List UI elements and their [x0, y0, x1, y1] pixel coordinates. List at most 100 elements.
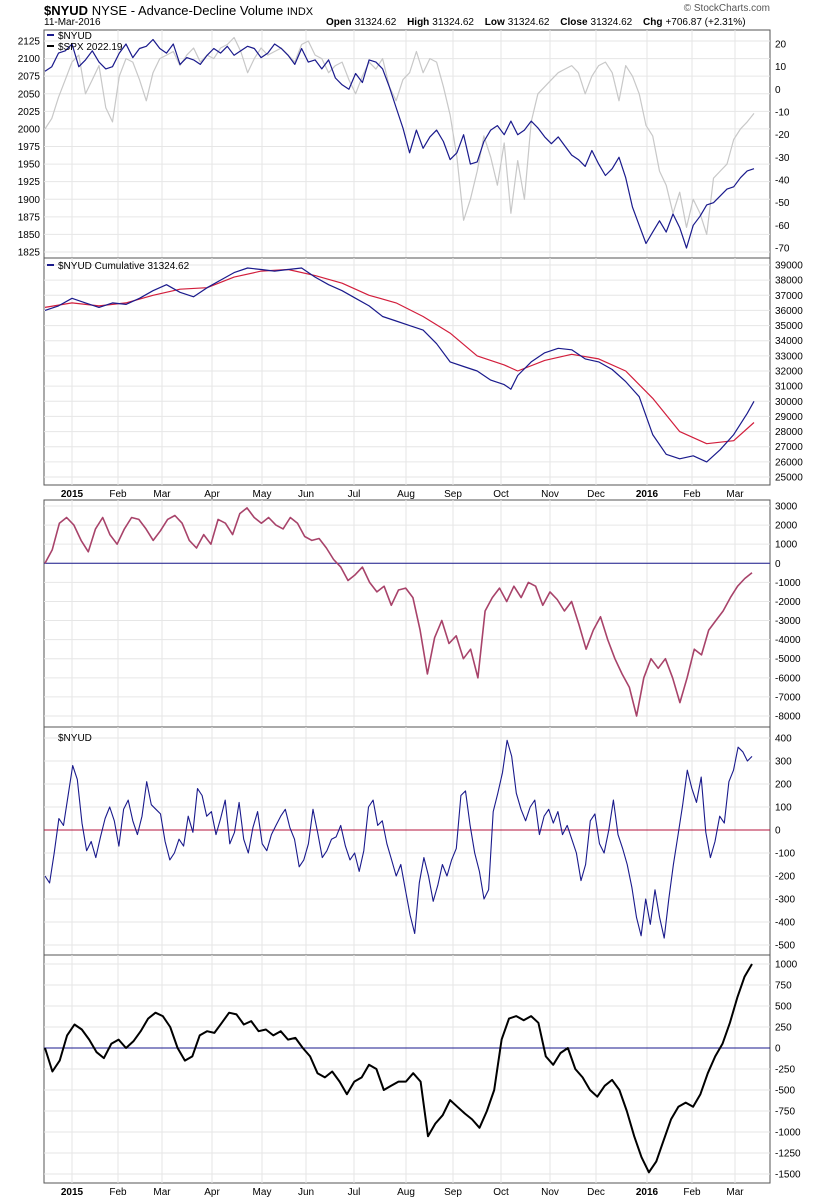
right-tick-label: -1500 — [775, 1170, 801, 1181]
price-panel — [43, 29, 771, 259]
x-tick-label: Sep — [444, 1187, 462, 1198]
oscillator-panel-frame — [43, 499, 771, 728]
open-label: Open — [326, 17, 352, 28]
price-panel-frame — [43, 29, 771, 259]
right-tick-label: 0 — [775, 85, 781, 96]
x-tick-label: May — [253, 1187, 272, 1198]
x-tick-label: 2016 — [636, 1187, 659, 1198]
left-tick-label: 2025 — [18, 107, 41, 118]
right-tick-label: -30 — [775, 153, 790, 164]
right-tick-label: 400 — [775, 734, 792, 745]
legend-spx: $SPX 2022.19 — [58, 42, 123, 53]
right-tick-label: -50 — [775, 198, 790, 209]
right-tick-label: -3000 — [775, 616, 801, 627]
cumulative-line — [44, 267, 755, 463]
right-tick-label: -70 — [775, 244, 790, 255]
left-tick-label: 2050 — [18, 89, 41, 100]
left-tick-label: 1975 — [18, 142, 41, 153]
spx-line — [44, 36, 755, 235]
right-tick-label: 38000 — [775, 276, 803, 287]
symbol-description: NYSE - Advance-Decline Volume — [91, 3, 284, 18]
chart-date: 11-Mar-2016 — [44, 17, 101, 28]
right-tick-label: -2000 — [775, 597, 801, 608]
x-tick-label: Feb — [683, 1187, 701, 1198]
right-tick-label: 2000 — [775, 521, 798, 532]
right-tick-label: 35000 — [775, 321, 803, 332]
smoothed-panel — [43, 954, 771, 1184]
right-tick-label: 1000 — [775, 960, 798, 971]
x-tick-label: Jul — [348, 489, 361, 500]
right-tick-label: 100 — [775, 803, 792, 814]
right-tick-label: 750 — [775, 981, 792, 992]
x-tick-label: Mar — [153, 489, 171, 500]
open-value: 31324.62 — [354, 17, 397, 28]
right-tick-label: 200 — [775, 780, 792, 791]
left-tick-label: 1950 — [18, 160, 41, 171]
oscillator-panel — [43, 499, 771, 728]
high-value: 31324.62 — [432, 17, 474, 28]
oscillator-line — [44, 507, 753, 717]
x-tick-label: Mar — [726, 489, 744, 500]
x-tick-label: 2016 — [636, 489, 659, 500]
x-tick-label: Oct — [493, 1187, 509, 1198]
right-tick-label: -1000 — [775, 1128, 801, 1139]
x-tick-label: Dec — [587, 489, 605, 500]
right-tick-label: -60 — [775, 221, 790, 232]
close-value: 31324.62 — [590, 17, 633, 28]
right-tick-label: -20 — [775, 130, 790, 141]
left-tick-label: 2125 — [18, 37, 41, 48]
right-tick-label: 1000 — [775, 540, 798, 551]
legend-cumulative: $NYUD Cumulative 31324.62 — [58, 261, 190, 272]
x-tick-label: Mar — [726, 1187, 744, 1198]
x-tick-label: Apr — [204, 1187, 220, 1198]
low-label: Low — [484, 17, 505, 28]
right-tick-label: -250 — [775, 1065, 795, 1076]
right-tick-label: 31000 — [775, 382, 803, 393]
right-tick-label: 10 — [775, 62, 787, 73]
right-tick-label: -6000 — [775, 673, 801, 684]
right-tick-label: 500 — [775, 1002, 792, 1013]
right-tick-label: 26000 — [775, 457, 803, 468]
left-tick-label: 1850 — [18, 230, 41, 241]
left-tick-label: 2100 — [18, 54, 41, 65]
right-tick-label: -500 — [775, 1086, 795, 1097]
right-tick-label: -750 — [775, 1107, 795, 1118]
x-tick-label: Oct — [493, 489, 509, 500]
left-tick-label: 2075 — [18, 72, 41, 83]
chart-title: $NYUD NYSE - Advance-Decline Volume INDX — [44, 3, 313, 18]
right-tick-label: -40 — [775, 176, 790, 187]
x-tick-label: Feb — [683, 489, 701, 500]
right-tick-label: 27000 — [775, 442, 803, 453]
right-tick-label: 25000 — [775, 473, 803, 484]
x-tick-label: Jun — [298, 489, 314, 500]
right-tick-label: -10 — [775, 108, 790, 119]
chg-value: +706.87 (+2.31%) — [665, 17, 746, 28]
x-tick-label: Jun — [298, 1187, 314, 1198]
daily-line — [44, 739, 753, 939]
x-tick-label: Apr — [204, 489, 220, 500]
x-tick-label: Dec — [587, 1187, 605, 1198]
left-tick-label: 1825 — [18, 248, 41, 259]
right-tick-label: -1250 — [775, 1149, 801, 1160]
right-tick-label: -100 — [775, 849, 795, 860]
left-tick-label: 1925 — [18, 177, 41, 188]
right-tick-label: 39000 — [775, 261, 803, 272]
right-tick-label: 0 — [775, 826, 781, 837]
close-label: Close — [560, 17, 588, 28]
right-tick-label: -400 — [775, 918, 795, 929]
left-tick-label: 2000 — [18, 124, 41, 135]
right-tick-label: 28000 — [775, 427, 803, 438]
right-tick-label: -500 — [775, 941, 795, 952]
chart-header: $NYUD NYSE - Advance-Decline Volume INDX… — [0, 0, 820, 32]
stockcharts-logo: © StockCharts.com — [683, 3, 770, 14]
x-tick-label: 2015 — [61, 1187, 84, 1198]
right-tick-label: -8000 — [775, 712, 801, 723]
right-tick-label: -4000 — [775, 635, 801, 646]
right-tick-label: 3000 — [775, 502, 798, 513]
left-tick-label: 1900 — [18, 195, 41, 206]
nyud-line — [44, 38, 755, 249]
high-label: High — [407, 17, 430, 28]
right-tick-label: 20 — [775, 40, 787, 51]
chg-label: Chg — [643, 17, 663, 28]
